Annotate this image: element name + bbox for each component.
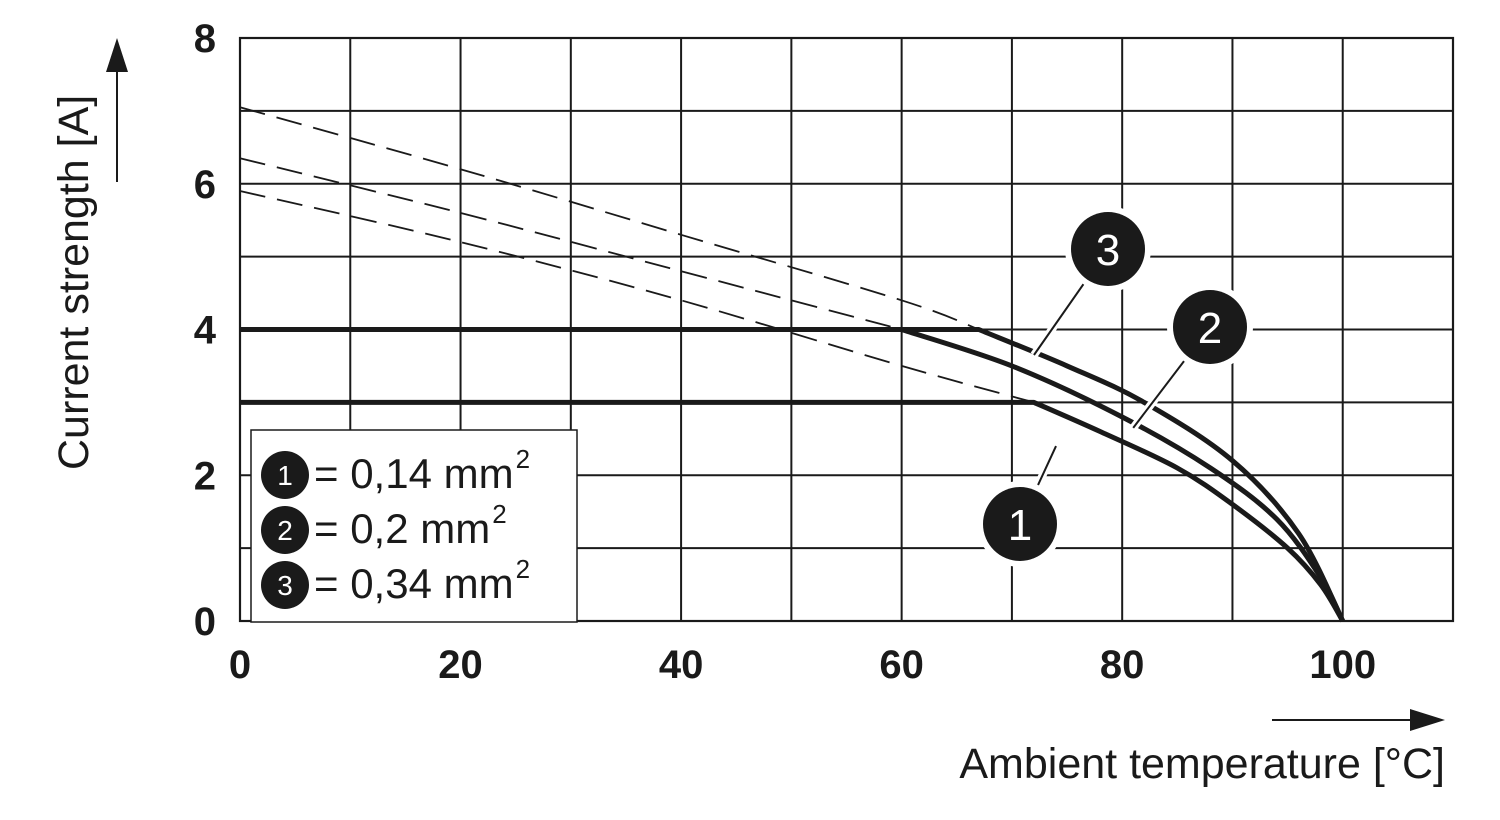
y-tick-labels: 0 2 4 6 8 — [194, 17, 217, 644]
series-1-dashed-line — [239, 190, 1035, 404]
legend-entry-superscript: 2 — [492, 499, 506, 529]
series-2-line — [240, 327, 1345, 623]
callout-1-circle — [983, 487, 1057, 561]
y-axis-arrow-head — [106, 38, 128, 72]
y-tick-label: 0 — [194, 600, 216, 644]
legend-entry-text: = 0,2 mm — [314, 505, 490, 552]
legend-marker-label: 2 — [277, 515, 293, 546]
callout-3-label: 3 — [1096, 226, 1120, 275]
y-tick-label: 8 — [194, 17, 216, 61]
legend: 1 = 0,14 mm 22 = 0,2 mm 23 = 0,34 mm 2 — [250, 429, 578, 623]
legend-entry-superscript: 2 — [516, 554, 530, 584]
series-3-dashed-line — [239, 106, 980, 331]
callout-1-label: 1 — [1008, 501, 1032, 550]
x-tick-label: 40 — [659, 643, 704, 687]
y-axis-label: Current strength [A] — [50, 95, 98, 470]
y-tick-label: 2 — [194, 454, 216, 498]
series-callouts: 3 2 1 — [977, 206, 1253, 567]
legend-marker-2 — [261, 506, 309, 554]
legend-marker-1 — [261, 451, 309, 499]
x-axis-label: Ambient temperature [°C] — [959, 740, 1445, 788]
series-1-line — [240, 399, 1345, 623]
y-tick-label: 6 — [194, 163, 216, 207]
legend-marker-3 — [261, 561, 309, 609]
callout-3-circle — [1071, 212, 1145, 286]
x-tick-label: 60 — [879, 643, 924, 687]
callout-2-circle — [1173, 290, 1247, 364]
series-lines — [240, 327, 1345, 623]
x-tick-label: 0 — [229, 643, 251, 687]
legend-marker-label: 3 — [277, 570, 293, 601]
legend-marker-label: 1 — [277, 460, 293, 491]
legend-entry-text: = 0,34 mm — [314, 560, 514, 607]
series-3-line — [240, 327, 1345, 623]
legend-entry-text: = 0,14 mm — [314, 450, 514, 497]
x-tick-label: 80 — [1100, 643, 1145, 687]
x-tick-labels: 0 20 40 60 80 100 — [229, 643, 1376, 687]
x-axis-arrow-head — [1410, 709, 1445, 731]
series-2-dashed-line — [239, 157, 902, 331]
y-tick-label: 4 — [194, 309, 217, 353]
x-tick-label: 100 — [1309, 643, 1376, 687]
callout-2-label: 2 — [1198, 304, 1222, 353]
dashed-extrapolation-lines — [239, 106, 1035, 404]
x-tick-label: 20 — [438, 643, 483, 687]
legend-entry-superscript: 2 — [516, 444, 530, 474]
